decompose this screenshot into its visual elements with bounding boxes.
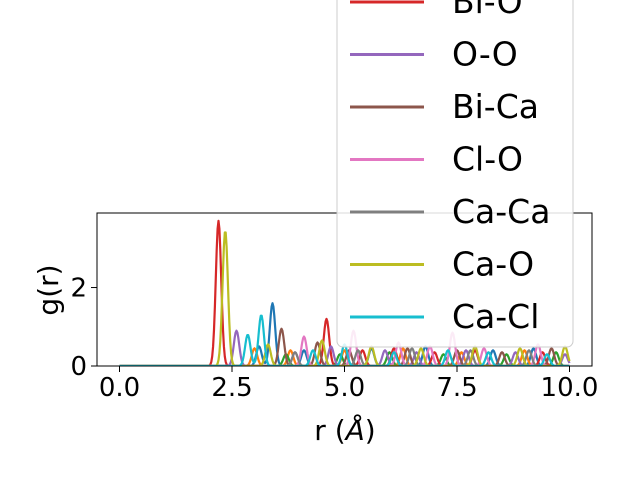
x-axis: 0.0 2.5 5.0 7.5 10.0 <box>99 366 599 403</box>
legend-label: Ca-Cl <box>452 297 539 336</box>
legend-label: Cl-O <box>452 140 523 179</box>
x-tick-label: 0.0 <box>99 373 140 403</box>
x-tick-label: 5.0 <box>324 373 365 403</box>
x-axis-label-unit: Å <box>344 413 365 447</box>
legend-label: Bi-O <box>452 0 523 21</box>
x-tick-label: 7.5 <box>436 373 477 403</box>
y-tick-label: 2 <box>70 274 87 304</box>
legend-label: O-O <box>452 35 518 74</box>
legend-label: Ca-Ca <box>452 192 550 231</box>
y-tick-label: 0 <box>70 352 87 382</box>
y-axis: 02 <box>70 274 97 382</box>
series-line-bi-cl <box>119 347 570 366</box>
x-axis-label: r (Å) <box>314 413 375 447</box>
legend-box <box>336 0 574 348</box>
series-line-bi-bi <box>119 302 570 366</box>
y-axis-label: g(r) <box>32 264 65 315</box>
legend-label: Ca-O <box>452 245 534 284</box>
legend-label: Bi-Ca <box>452 87 539 126</box>
x-tick-label: 2.5 <box>211 373 252 403</box>
x-tick-label: 10.0 <box>541 373 599 403</box>
legend: Bi-O O-O Bi-Ca Cl-O Ca-Ca Ca-O Ca-Cl <box>336 0 574 348</box>
